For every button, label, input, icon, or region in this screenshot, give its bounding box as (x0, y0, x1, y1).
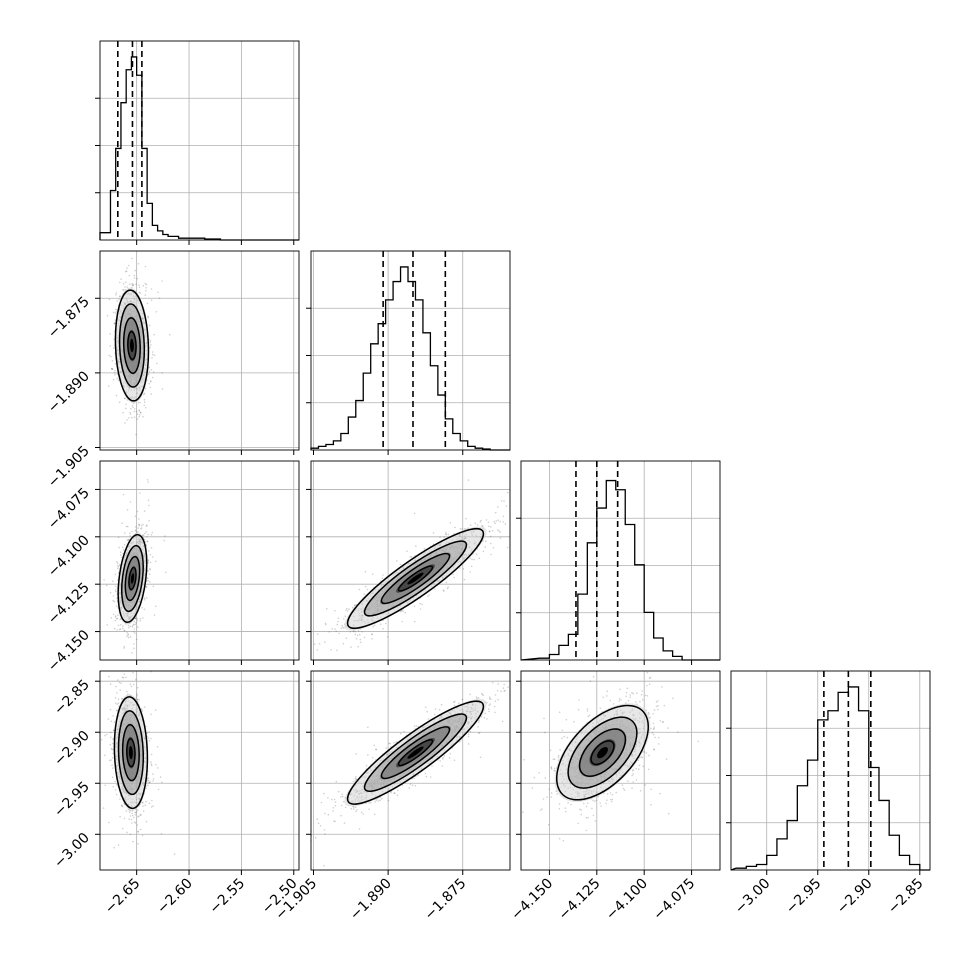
contour-1 (124, 555, 141, 602)
x-tick-label-3-1: −2.95 (783, 876, 825, 918)
x-tick-label-2-1: −4.125 (556, 876, 604, 924)
contour-3 (346, 700, 485, 805)
contour-3 (346, 528, 485, 630)
scatter-panel-0-1 (95, 250, 300, 455)
scatter-panel-2-3 (516, 670, 721, 875)
y-tick-label-2-1: −4.125 (45, 580, 93, 628)
contour-0 (397, 565, 434, 592)
histogram-step-1 (310, 266, 510, 451)
contour-1 (380, 552, 451, 605)
contour-2 (363, 540, 468, 617)
x-tick-label-2-0: −4.150 (508, 876, 556, 924)
y-tick-label-3-3: −2.85 (51, 677, 93, 719)
contour-3 (114, 289, 150, 402)
contour-3 (555, 704, 650, 801)
scatter-panel-1-3 (306, 670, 511, 875)
y-tick-label-1-1: −1.890 (45, 368, 93, 416)
y-tick-label-2-3: −4.075 (45, 485, 93, 533)
panel-frame (99, 250, 300, 451)
x-tick-label-0-0: −2.65 (102, 876, 144, 918)
x-tick-label-1-2: −1.875 (422, 876, 470, 924)
contour-1 (380, 726, 451, 780)
contour-2 (120, 544, 144, 613)
histogram-panel-0 (95, 40, 300, 245)
panel-frame (310, 460, 511, 661)
scatter-panel-0-3 (95, 670, 300, 875)
contour-2 (567, 716, 638, 789)
panel-frame (310, 670, 511, 871)
panel-frame (99, 460, 300, 661)
panel-frame (520, 670, 721, 871)
contour-2 (117, 710, 145, 796)
y-tick-label-2-0: −4.150 (45, 627, 93, 675)
x-tick-label-2-3: −4.075 (650, 876, 698, 924)
x-tick-label-3-0: −3.00 (732, 876, 774, 918)
contour-0 (128, 566, 137, 591)
density-level-4 (128, 746, 133, 760)
density-level-4 (597, 747, 608, 759)
y-tick-label-3-2: −2.90 (51, 728, 93, 770)
tick-labels: −2.65 −2.60 −2.55 −2.50−1.905 −1.890 −1.875 −4… (45, 294, 927, 924)
x-tick-label-3-3: −2.85 (885, 876, 927, 918)
panel-frame (99, 670, 300, 871)
contour-2 (118, 303, 146, 388)
histogram-panel-1 (306, 250, 511, 455)
histogram-panel-2 (516, 460, 721, 665)
contour-1 (122, 317, 141, 374)
contour-0 (397, 739, 434, 767)
scatter-panel-1-2 (306, 460, 511, 665)
contour-3 (113, 696, 149, 810)
contour-1 (578, 728, 627, 777)
panel-frame (310, 250, 511, 451)
y-tick-label-3-0: −3.00 (51, 830, 93, 872)
contour-0 (590, 740, 615, 766)
panel-frame (730, 670, 931, 871)
contour-3 (117, 533, 148, 624)
contour-0 (126, 737, 136, 768)
density-level-4 (407, 572, 424, 585)
density-level-4 (129, 338, 134, 353)
contour-1 (121, 724, 140, 782)
histogram-panel-3 (726, 670, 931, 875)
y-tick-label-3-1: −2.95 (51, 779, 93, 821)
x-tick-label-2-2: −4.100 (603, 876, 651, 924)
y-tick-label-1-2: −1.875 (45, 294, 93, 342)
histogram-step-2 (520, 479, 720, 661)
panel-frame (520, 460, 721, 661)
scatter-panel-0-2 (95, 460, 300, 665)
histogram-step-3 (730, 686, 930, 871)
x-tick-label-0-1: −2.60 (154, 876, 196, 918)
histogram-step-0 (99, 56, 299, 241)
x-tick-label-1-1: −1.890 (347, 876, 395, 924)
x-tick-label-0-2: −2.55 (207, 876, 249, 918)
x-tick-label-3-2: −2.90 (834, 876, 876, 918)
contour-2 (363, 713, 468, 792)
density-level-4 (130, 573, 135, 584)
y-tick-label-1-0: −1.905 (45, 443, 93, 491)
contour-0 (127, 330, 137, 361)
density-level-4 (407, 746, 424, 759)
panel-frame (99, 40, 300, 241)
y-tick-label-2-2: −4.100 (45, 532, 93, 580)
